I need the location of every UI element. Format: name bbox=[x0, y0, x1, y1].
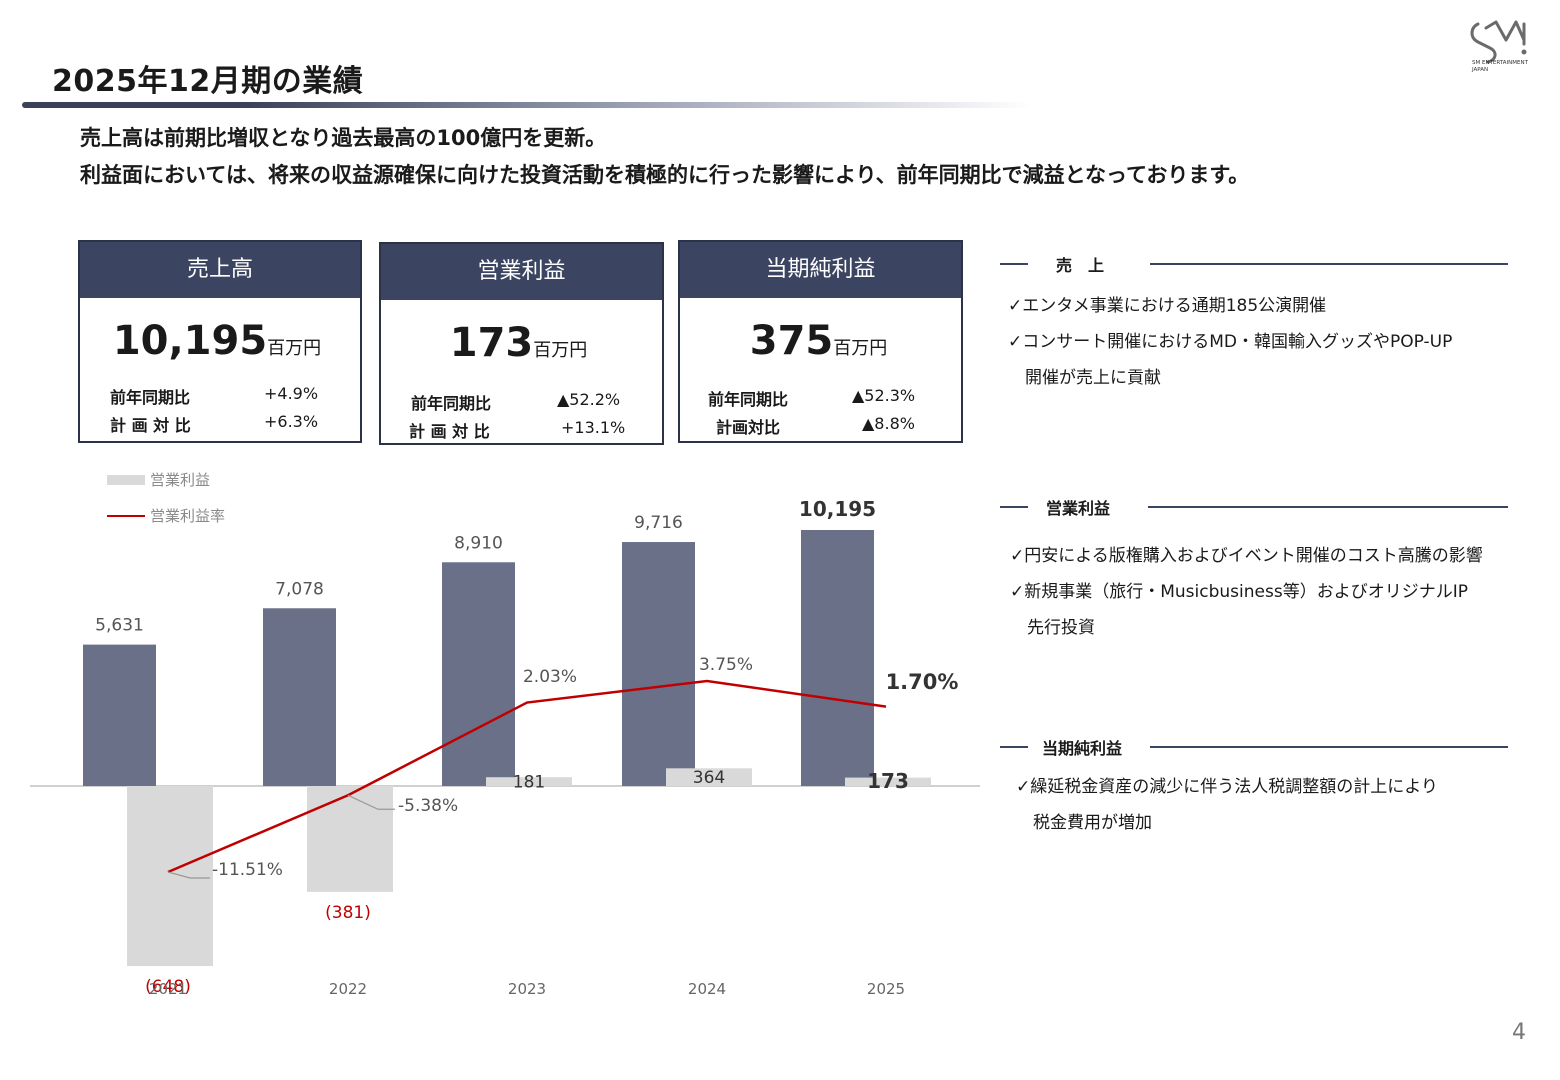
bullet-item: ✓新規事業（旅行・Musicbusiness等）およびオリジナルIP bbox=[1010, 582, 1468, 602]
revenue-data-label: 8,910 bbox=[454, 533, 503, 553]
kpi-unit: 百万円 bbox=[833, 338, 888, 359]
bullet-item: 税金費用が増加 bbox=[1016, 813, 1152, 833]
heading-rule bbox=[1150, 263, 1508, 265]
section-heading-label: 売 上 bbox=[1056, 256, 1105, 275]
kpi-row-label: 計 画 対 比 bbox=[110, 416, 191, 435]
operating-margin-data-label: 2.03% bbox=[523, 667, 577, 687]
revenue-bar bbox=[83, 644, 156, 786]
kpi-unit: 百万円 bbox=[533, 340, 588, 361]
operating-profit-bar bbox=[307, 786, 393, 892]
operating-profit-data-label: (648) bbox=[145, 977, 191, 997]
operating-margin-line bbox=[167, 679, 887, 874]
summary-line-1: 売上高は前期比増収となり過去最高の100億円を更新。 bbox=[80, 126, 607, 150]
x-tick-label: 2024 bbox=[688, 980, 726, 998]
revenue-bar bbox=[263, 608, 336, 786]
kpi-row-label: 計 画 対 比 bbox=[409, 422, 490, 441]
page-number: 4 bbox=[1512, 1020, 1526, 1045]
section-heading-operating-profit: 営業利益 bbox=[1000, 495, 1508, 519]
legend-label-operating-profit: 営業利益 bbox=[150, 471, 210, 489]
revenue-bar bbox=[442, 562, 515, 786]
kpi-card-revenue: 売上高 10,195百万円 前年同期比 +4.9% 計 画 対 比 +6.3% bbox=[78, 240, 362, 443]
operating-margin-data-label: -11.51% bbox=[212, 860, 283, 880]
heading-dash bbox=[1000, 263, 1028, 265]
bullet-item: ✓円安による版権購入およびイベント開催のコスト高騰の影響 bbox=[1010, 546, 1483, 566]
revenue-bar bbox=[622, 542, 695, 786]
legend-swatch-operating-profit bbox=[107, 475, 145, 485]
revenue-bar bbox=[801, 530, 874, 786]
heading-rule bbox=[1150, 746, 1508, 748]
leader-line bbox=[167, 871, 210, 879]
section-bullets-net-income: ✓繰延税金資産の減少に伴う法人税調整額の計上により 税金費用が増加 bbox=[1016, 769, 1438, 841]
kpi-value: 173百万円 bbox=[375, 320, 662, 366]
operating-margin-data-label: -5.38% bbox=[398, 796, 458, 816]
operating-profit-bar bbox=[666, 768, 752, 786]
kpi-row-value: ▲52.3% bbox=[852, 386, 916, 405]
x-tick-label: 2021 bbox=[149, 980, 187, 998]
heading-rule bbox=[1148, 506, 1508, 508]
section-heading-net-income: 当期純利益 bbox=[1000, 735, 1508, 759]
kpi-row-value: +4.9% bbox=[264, 384, 319, 403]
kpi-number: 10,195 bbox=[112, 318, 268, 364]
operating-margin-data-label: 3.75% bbox=[699, 655, 753, 675]
title-underline bbox=[22, 102, 1032, 108]
legend-label-operating-margin: 営業利益率 bbox=[150, 507, 225, 525]
kpi-row-value: ▲52.2% bbox=[557, 390, 621, 409]
operating-profit-data-label: (381) bbox=[325, 903, 371, 923]
operating-profit-data-label: 173 bbox=[867, 769, 909, 793]
operating-profit-bar bbox=[845, 777, 931, 786]
kpi-value: 375百万円 bbox=[676, 318, 961, 364]
revenue-data-label: 7,078 bbox=[275, 579, 324, 599]
operating-profit-data-label: 181 bbox=[513, 773, 545, 793]
x-tick-label: 2022 bbox=[329, 980, 367, 998]
section-bullets-revenue: ✓エンタメ事業における通期185公演開催 ✓コンサート開催におけるMD・韓国輸入… bbox=[1008, 288, 1452, 396]
kpi-row-label: 前年同期比 bbox=[708, 390, 789, 409]
kpi-row-value: +6.3% bbox=[264, 412, 319, 431]
revenue-data-label: 5,631 bbox=[95, 616, 144, 636]
section-heading-revenue: 売 上 bbox=[1000, 252, 1508, 276]
page-title: 2025年12月期の業績 bbox=[52, 64, 364, 99]
leader-line bbox=[347, 794, 395, 810]
operating-margin-data-label: 1.70% bbox=[886, 670, 959, 694]
operating-profit-data-label: 364 bbox=[693, 768, 725, 788]
kpi-card-net-income: 当期純利益 375百万円 前年同期比 ▲52.3% 計画対比 ▲8.8% bbox=[678, 240, 963, 443]
section-heading-label: 当期純利益 bbox=[1042, 739, 1123, 758]
bullet-item: ✓エンタメ事業における通期185公演開催 bbox=[1008, 296, 1327, 316]
kpi-row-value: +13.1% bbox=[561, 418, 626, 437]
section-bullets-operating-profit: ✓円安による版権購入およびイベント開催のコスト高騰の影響 ✓新規事業（旅行・Mu… bbox=[1010, 538, 1483, 646]
bullet-item: 開催が売上に貢献 bbox=[1008, 368, 1161, 388]
section-heading-label: 営業利益 bbox=[1046, 499, 1111, 518]
kpi-value: 10,195百万円 bbox=[74, 318, 360, 364]
heading-dash bbox=[1000, 746, 1028, 748]
kpi-card-operating-profit: 営業利益 173百万円 前年同期比 ▲52.2% 計 画 対 比 +13.1% bbox=[379, 242, 664, 445]
heading-dash bbox=[1000, 506, 1028, 508]
operating-profit-bar bbox=[486, 777, 572, 786]
kpi-row-label: 前年同期比 bbox=[411, 394, 492, 413]
revenue-data-label: 10,195 bbox=[799, 497, 876, 521]
x-tick-label: 2025 bbox=[867, 980, 905, 998]
kpi-header: 営業利益 bbox=[381, 244, 662, 300]
bullet-item: 先行投資 bbox=[1010, 618, 1095, 638]
kpi-header: 売上高 bbox=[80, 242, 360, 298]
revenue-data-label: 9,716 bbox=[634, 513, 683, 533]
sm-logo-icon bbox=[1470, 20, 1527, 64]
logo-text: SM ENTERTAINMENT JAPAN bbox=[1472, 60, 1528, 73]
summary: 売上高は前期比増収となり過去最高の100億円を更新。 利益面においては、将来の収… bbox=[80, 120, 1249, 194]
bullet-item: ✓繰延税金資産の減少に伴う法人税調整額の計上により bbox=[1016, 777, 1438, 797]
summary-line-2: 利益面においては、将来の収益源確保に向けた投資活動を積極的に行った影響により、前… bbox=[80, 163, 1250, 187]
kpi-row-label: 計画対比 bbox=[716, 418, 781, 437]
x-tick-label: 2023 bbox=[508, 980, 546, 998]
bullet-item: ✓コンサート開催におけるMD・韓国輸入グッズやPOP-UP bbox=[1008, 332, 1453, 352]
operating-profit-bar bbox=[127, 786, 213, 966]
kpi-number: 173 bbox=[449, 320, 534, 366]
kpi-header: 当期純利益 bbox=[680, 242, 961, 298]
kpi-row-label: 前年同期比 bbox=[110, 388, 191, 407]
kpi-unit: 百万円 bbox=[267, 338, 322, 359]
kpi-row-value: ▲8.8% bbox=[862, 414, 915, 433]
kpi-number: 375 bbox=[749, 318, 834, 364]
